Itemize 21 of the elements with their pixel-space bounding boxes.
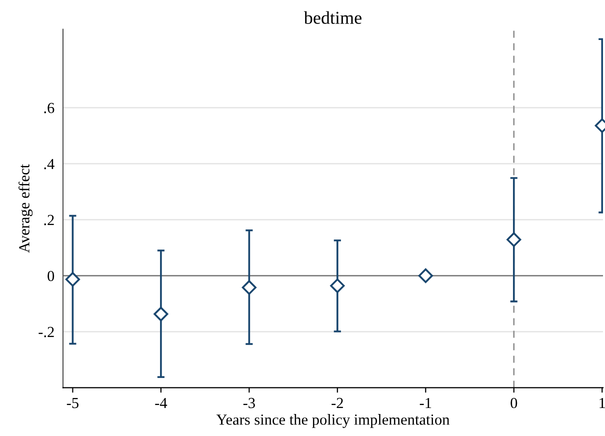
x-tick-label: -1 (420, 398, 432, 408)
x-tick-label: -4 (155, 398, 168, 408)
x-axis-title: Years since the policy implementation (216, 414, 450, 428)
point (154, 306, 168, 322)
point (418, 268, 433, 283)
y-tick-label: .4 (44, 158, 54, 170)
x-tick-label: -5 (66, 398, 78, 408)
point (65, 272, 80, 287)
y-tick-label: -.2 (38, 326, 54, 338)
chart-title: bedtime (304, 11, 362, 24)
point (506, 232, 522, 247)
x-tick-label: 0 (510, 398, 518, 408)
y-tick-label: 0 (48, 270, 54, 282)
x-tick-label: -3 (243, 398, 255, 408)
y-axis-title: Average effect (18, 164, 33, 253)
x-tick-label: 1 (600, 398, 605, 408)
point (330, 278, 345, 294)
x-tick-label: -2 (332, 398, 343, 408)
y-tick-label: .2 (44, 214, 54, 226)
point (242, 280, 256, 295)
y-tick-label: .6 (44, 102, 54, 114)
